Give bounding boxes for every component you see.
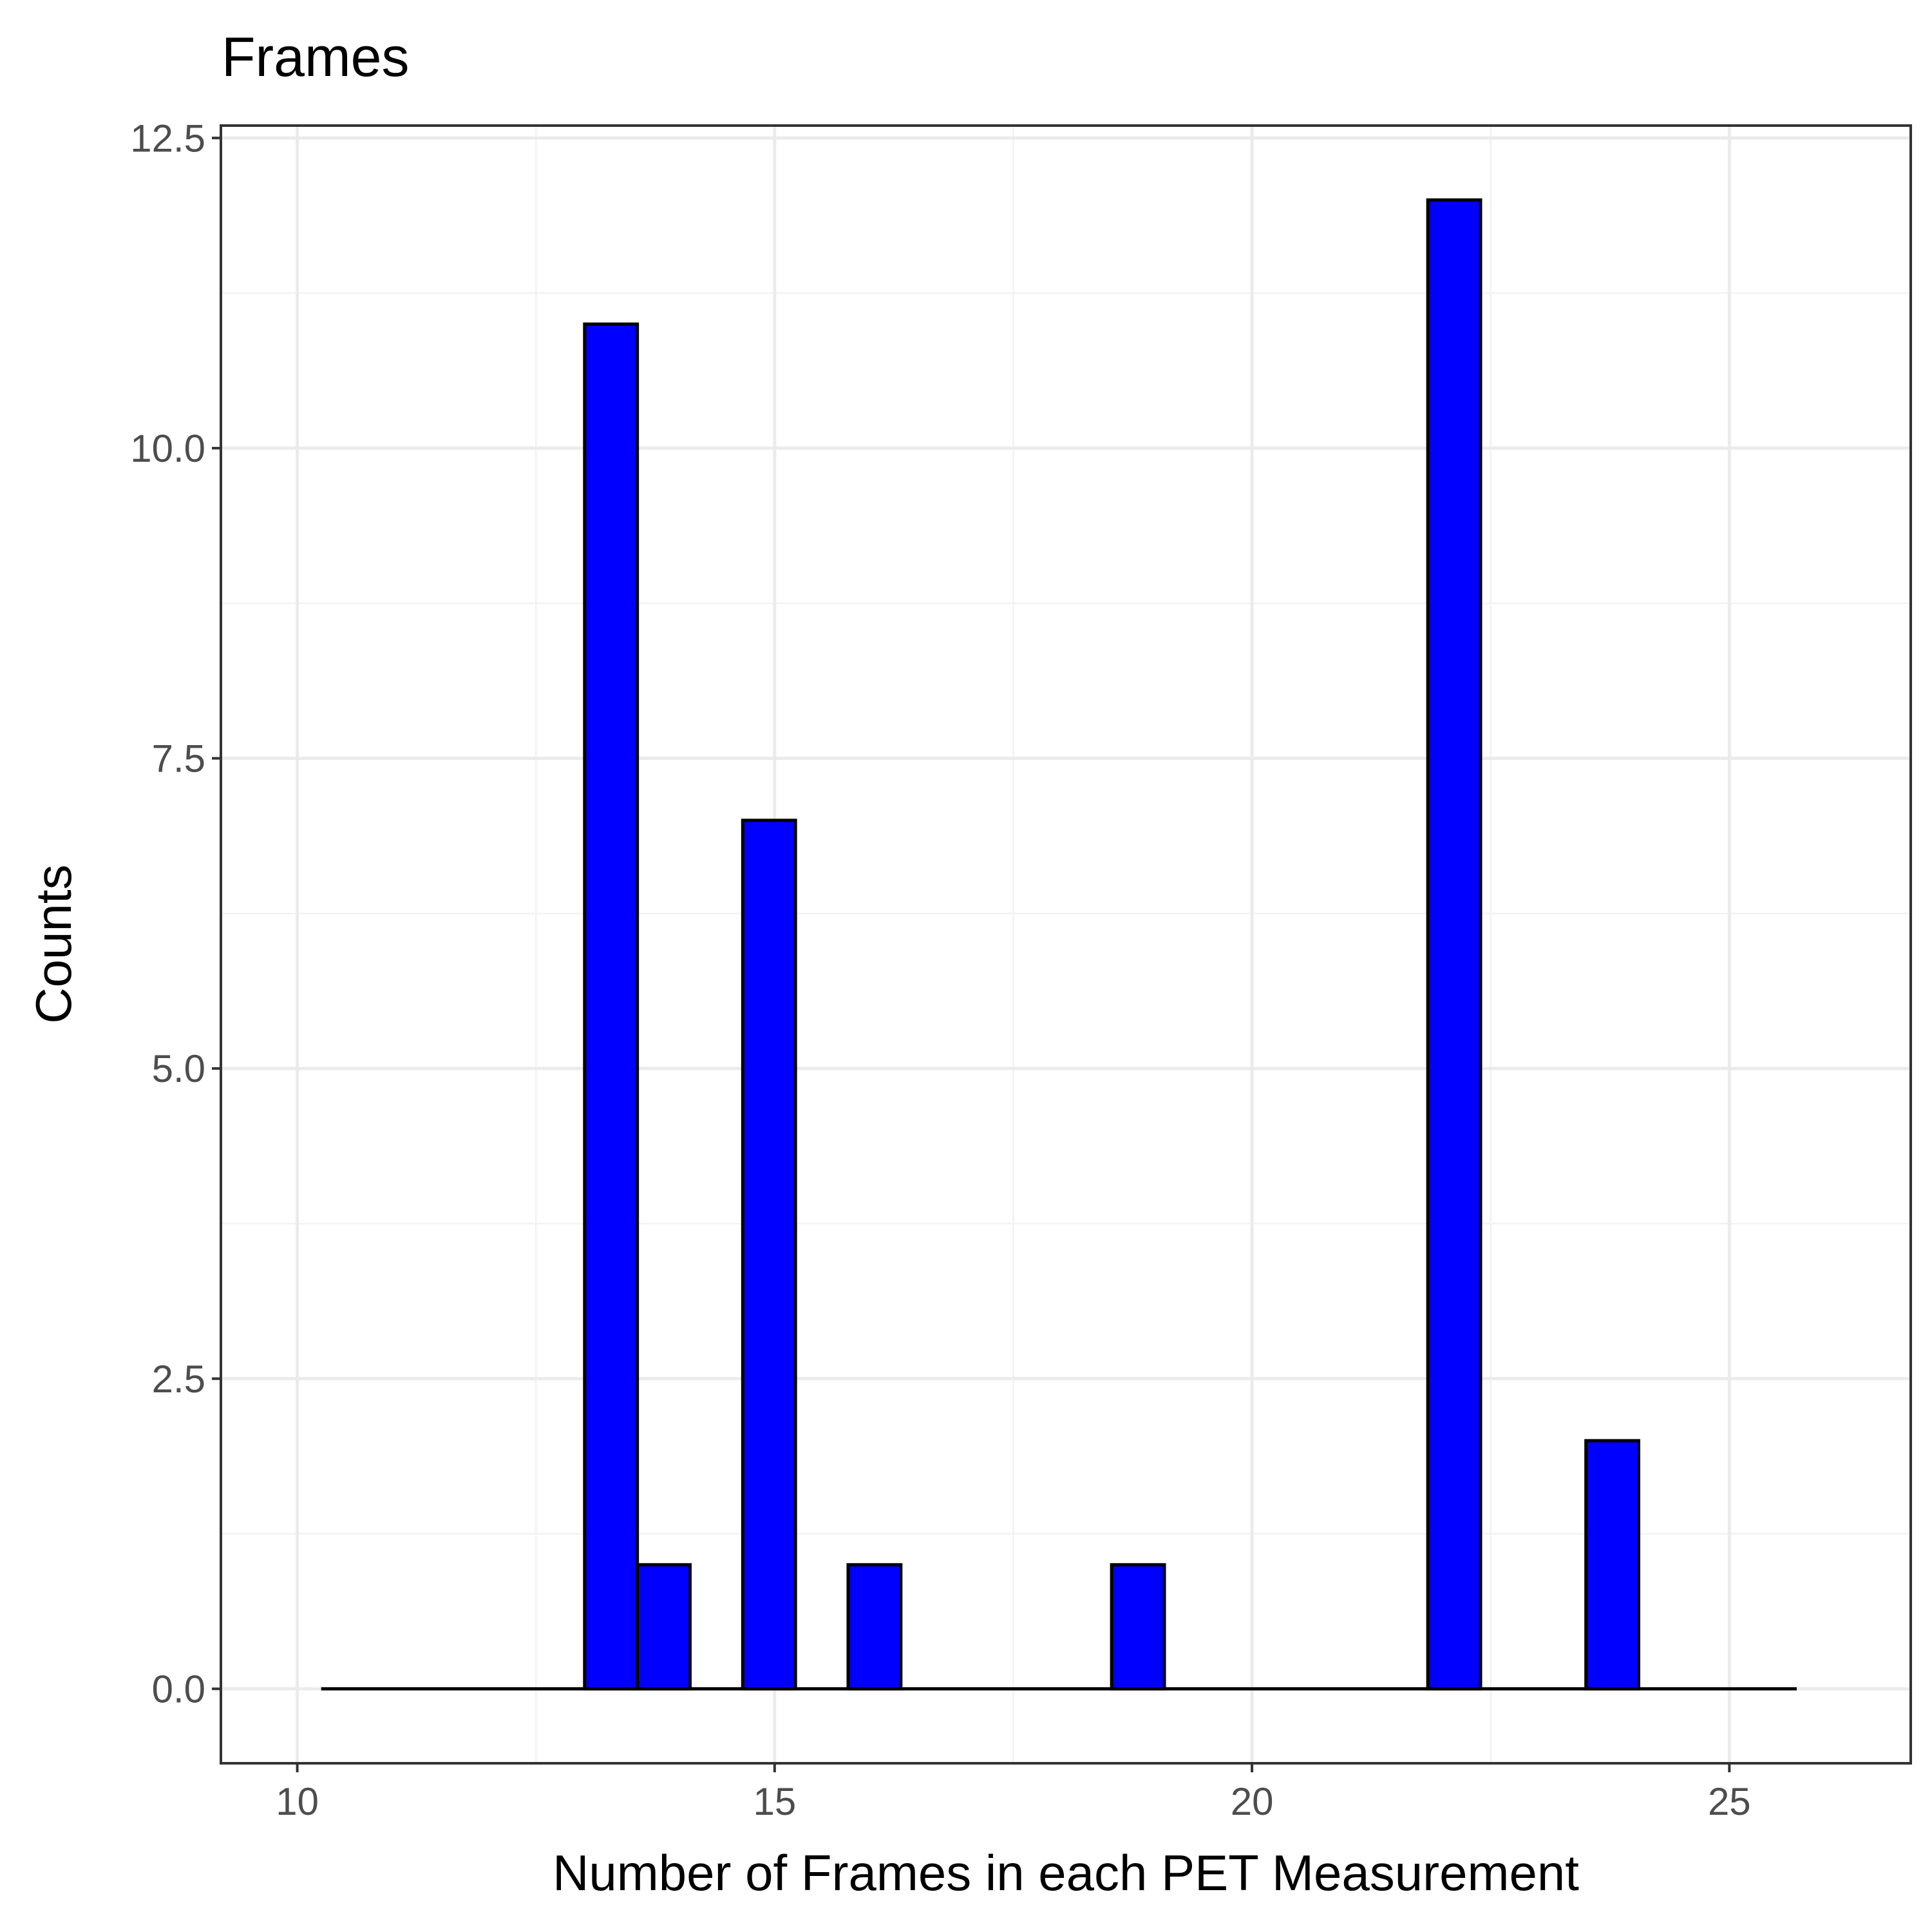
histogram-bar [846,1563,903,1690]
x-tick-label: 20 [1231,1780,1274,1823]
histogram-bar [636,1563,692,1690]
y-tick-label: 2.5 [152,1358,205,1401]
x-tick-label: 15 [753,1780,796,1823]
y-tick-label: 7.5 [152,737,205,781]
y-tick-label: 5.0 [152,1047,205,1090]
histogram-bar [1584,1439,1640,1690]
histogram-bar [741,819,797,1690]
panel-border [220,124,1912,1765]
minor-gridlines [221,126,1911,1763]
y-tick-label: 12.5 [130,117,205,160]
x-tick-label: 10 [276,1780,319,1823]
y-axis-title: Counts [25,864,82,1023]
histogram-bar [1110,1563,1166,1690]
panel-background [221,126,1911,1763]
y-tick-label: 10.0 [130,427,205,470]
y-tick-label: 0.0 [152,1667,205,1710]
plot-panel [220,124,1912,1765]
x-tick-label: 25 [1708,1780,1751,1823]
chart-title: Frames [222,26,409,88]
histogram-bar [583,322,639,1690]
histogram-bar [1426,198,1482,1690]
x-axis-title: Number of Frames in each PET Measurement [553,1844,1579,1901]
y-axis: 0.0 2.5 5.0 7.5 10.0 12.5 [130,117,221,1710]
x-axis: 10 15 20 25 [276,1763,1751,1823]
